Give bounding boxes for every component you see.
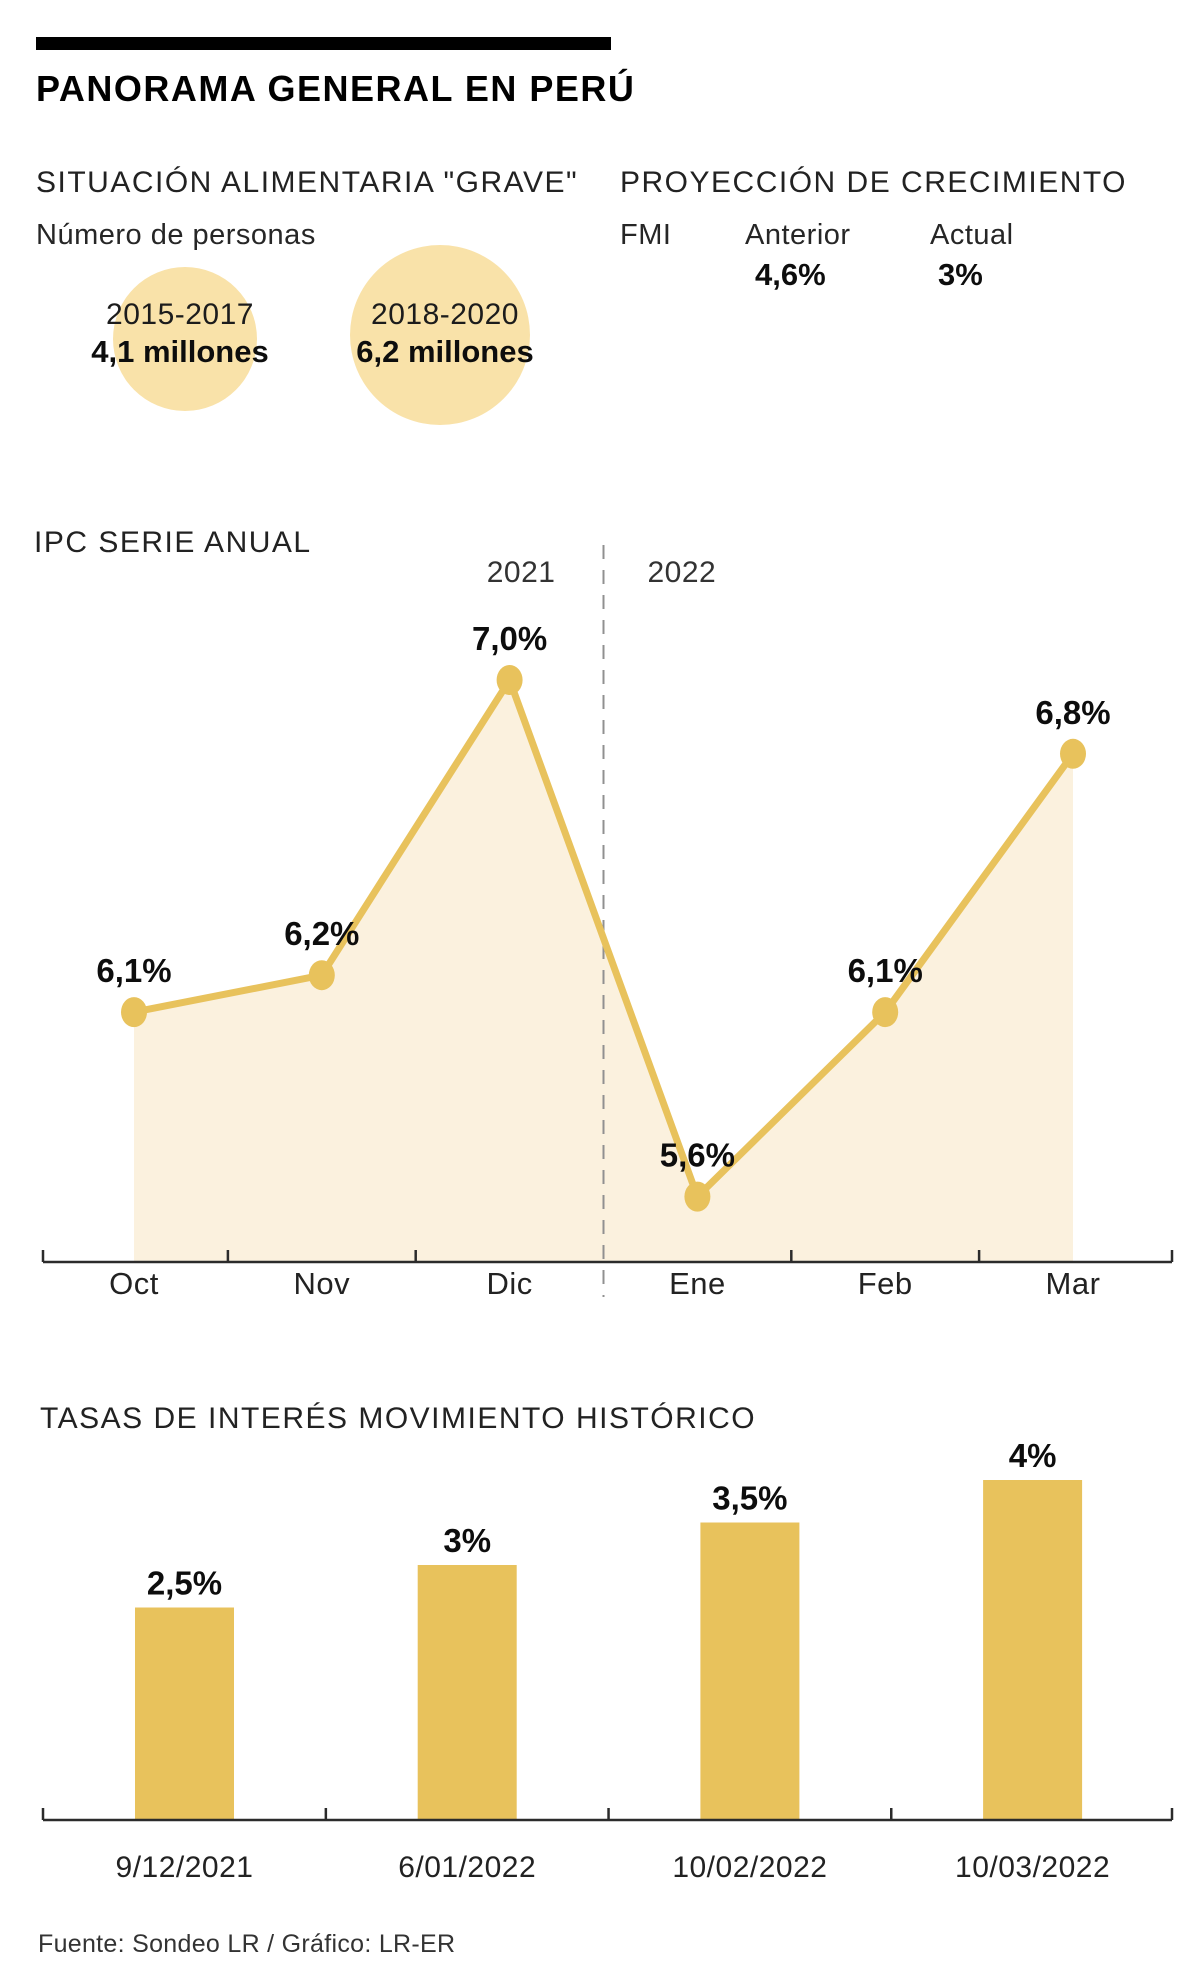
- ipc-line-chart: 2021 2022 6,1% Oct 6,2% Nov 7,0% Dic 5,6% Ene 6,1%…: [41, 545, 1174, 1301]
- food-section-title: SITUACIÓN ALIMENTARIA "GRAVE": [36, 166, 579, 199]
- growth-col-anterior-value: 4,6%: [755, 257, 826, 292]
- source-credit: Fuente: Sondeo LR / Gráfico: LR-ER: [38, 1930, 456, 1958]
- bubble-value: 6,2 millones: [356, 334, 534, 369]
- ipc-month-label: Nov: [293, 1266, 350, 1301]
- growth-col-actual-label: Actual: [930, 219, 1014, 251]
- ipc-month-label: Mar: [1046, 1266, 1101, 1301]
- rate-date-label: 9/12/2021: [116, 1851, 254, 1884]
- rate-date-label: 10/03/2022: [955, 1851, 1110, 1884]
- bubble-period: 2015-2017: [106, 298, 254, 331]
- rate-bar: [417, 1565, 517, 1820]
- rate-value-label: 4%: [1009, 1437, 1057, 1474]
- rate-value-label: 2,5%: [147, 1565, 222, 1602]
- year-label-right: 2022: [648, 556, 717, 589]
- growth-col-anterior-label: Anterior: [745, 219, 851, 251]
- ipc-month-label: Ene: [669, 1266, 726, 1301]
- ipc-value-label: 6,1%: [96, 952, 171, 989]
- ipc-dot: [684, 1181, 711, 1212]
- bubble-label-1: 2015-2017 4,1 millones: [60, 297, 300, 370]
- ipc-value-label: 7,0%: [472, 620, 547, 657]
- ipc-value-label: 6,8%: [1035, 694, 1110, 731]
- food-section-subtitle: Número de personas: [36, 219, 316, 251]
- rate-bar: [700, 1522, 800, 1820]
- ipc-chart-title: IPC SERIE ANUAL: [34, 526, 312, 559]
- year-label-left: 2021: [487, 556, 556, 589]
- bubble-circle-2015-2017: [113, 267, 257, 411]
- ipc-value-label: 6,2%: [284, 915, 359, 952]
- ipc-month-label: Dic: [486, 1266, 532, 1301]
- rate-bar: [983, 1480, 1083, 1820]
- ipc-line: [133, 676, 1076, 1201]
- bubble-period: 2018-2020: [371, 298, 519, 331]
- growth-section-title: PROYECCIÓN DE CRECIMIENTO: [620, 166, 1127, 199]
- ipc-dot: [872, 997, 899, 1028]
- rate-bar: [135, 1607, 234, 1820]
- rate-date-label: 6/01/2022: [398, 1851, 536, 1884]
- title-accent-bar: [36, 37, 611, 50]
- ipc-value-label: 6,1%: [848, 952, 923, 989]
- ipc-dot: [496, 665, 523, 695]
- ipc-dot: [1060, 738, 1086, 769]
- ipc-value-label: 5,6%: [660, 1137, 735, 1174]
- ipc-dot: [308, 960, 335, 991]
- ipc-month-label: Oct: [109, 1266, 159, 1301]
- rate-value-label: 3%: [443, 1522, 491, 1559]
- rates-chart-title: TASAS DE INTERÉS MOVIMIENTO HISTÓRICO: [40, 1402, 757, 1435]
- rates-bar-chart: 2,5% 9/12/2021 3% 6/01/2022 3,5% 10/02/2022 4%…: [41, 1437, 1174, 1884]
- rate-date-label: 10/02/2022: [672, 1851, 827, 1884]
- bubble-value: 4,1 millones: [91, 334, 269, 369]
- bubble-label-2: 2018-2020 6,2 millones: [330, 297, 560, 370]
- bubble-circle-2018-2020: [350, 245, 530, 425]
- fmi-label: FMI: [620, 219, 672, 251]
- ipc-dot: [121, 997, 147, 1028]
- ipc-month-label: Feb: [858, 1266, 913, 1301]
- growth-col-actual-value: 3%: [938, 257, 983, 292]
- rate-value-label: 3,5%: [712, 1480, 787, 1517]
- page-title: PANORAMA GENERAL EN PERÚ: [36, 68, 636, 109]
